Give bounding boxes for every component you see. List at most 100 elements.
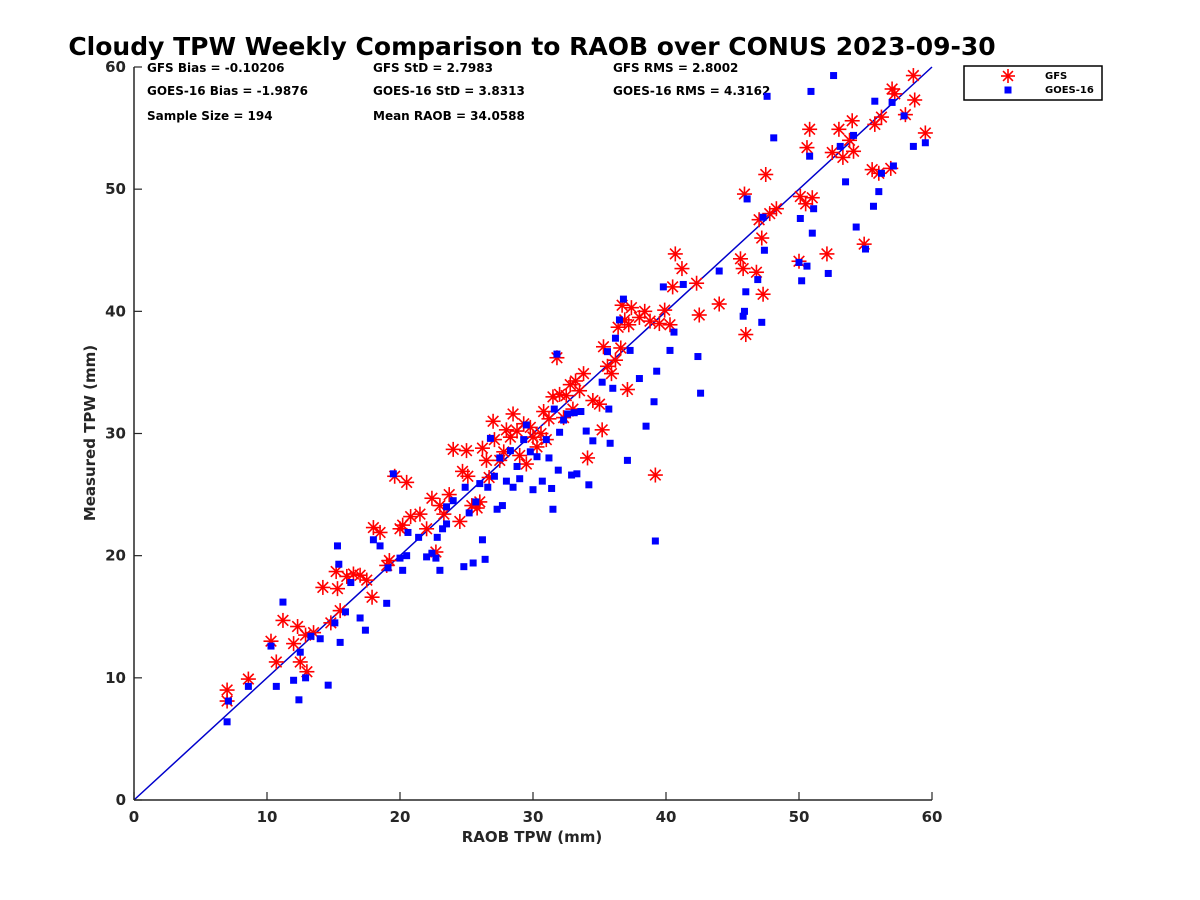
goes16-point <box>423 553 431 561</box>
goes16-point <box>279 598 287 606</box>
y-ticks: 0 10 20 30 40 50 60 <box>105 58 142 809</box>
gfs-point <box>286 636 302 652</box>
gfs-point <box>558 388 574 404</box>
goes16-point <box>336 638 344 646</box>
goes16-point <box>433 533 441 541</box>
stat-gfs-std: GFS StD = 2.7983 <box>373 61 493 75</box>
goes16-point <box>619 295 627 303</box>
goes16-point <box>653 367 661 375</box>
y-axis-label: Measured TPW (mm) <box>81 345 99 521</box>
goes16-point <box>603 348 611 356</box>
goes16-point <box>244 682 252 690</box>
goes16-point <box>807 87 815 95</box>
goes16-point <box>443 520 451 528</box>
gfs-point <box>315 579 331 595</box>
gfs-point <box>735 261 751 277</box>
goes16-point <box>460 563 468 571</box>
goes16-point <box>743 195 751 203</box>
goes16-point <box>522 421 530 429</box>
goes16-point <box>376 542 384 550</box>
goes16-point <box>476 480 484 488</box>
y-tick-label: 10 <box>105 669 126 687</box>
goes16-point <box>770 134 778 142</box>
goes16-point <box>506 447 514 455</box>
gfs-point <box>621 317 637 333</box>
goes16-point <box>577 408 585 416</box>
goes16-point <box>888 98 896 106</box>
gfs-point <box>751 212 767 228</box>
gfs-point <box>846 143 862 159</box>
goes16-point <box>900 112 908 120</box>
goes16-point <box>609 384 617 392</box>
gfs-point <box>518 456 534 472</box>
goes16-point <box>545 454 553 462</box>
gfs-point <box>359 572 375 588</box>
gfs-point <box>819 246 835 262</box>
goes16-point <box>223 718 231 726</box>
gfs-point <box>748 264 764 280</box>
goes16-point <box>439 525 447 533</box>
gfs-point <box>619 382 635 398</box>
goes16-point <box>302 674 310 682</box>
goes16-point <box>542 436 550 444</box>
goes16-point <box>295 696 303 704</box>
x-tick-label: 20 <box>390 808 411 826</box>
goes16-point <box>465 509 473 517</box>
goes16-point <box>573 470 581 478</box>
stat-gfs-bias: GFS Bias = -0.10206 <box>147 61 284 75</box>
gfs-point <box>505 406 521 422</box>
x-tick-label: 30 <box>523 808 544 826</box>
goes16-point <box>415 533 423 541</box>
goes16-point <box>739 312 747 320</box>
goes16-point <box>324 681 332 689</box>
gfs-point <box>478 452 494 468</box>
goes16-point <box>502 477 510 485</box>
goes16-point <box>516 475 524 483</box>
goes16-point <box>582 427 590 435</box>
y-tick-label: 20 <box>105 547 126 565</box>
goes16-point <box>852 223 860 231</box>
goes16-point <box>758 318 766 326</box>
gfs-point <box>607 352 623 368</box>
stat-goes16-std: GOES-16 StD = 3.8313 <box>373 84 525 98</box>
goes16-point <box>611 334 619 342</box>
gfs-point <box>758 167 774 183</box>
chart-title: Cloudy TPW Weekly Comparison to RAOB ove… <box>68 32 995 61</box>
goes16-point <box>635 375 643 383</box>
gfs-point <box>541 411 557 427</box>
gfs-point <box>831 121 847 137</box>
goes16-point <box>877 169 885 177</box>
goes16-point <box>290 676 298 684</box>
goes16-point <box>272 682 280 690</box>
goes16-point <box>553 350 561 358</box>
legend-goes16-symbol <box>1004 86 1012 94</box>
y-tick-label: 60 <box>105 58 126 76</box>
gfs-point <box>691 307 707 323</box>
y-tick-label: 50 <box>105 180 126 198</box>
goes16-point <box>399 566 407 574</box>
goes16-point <box>549 505 557 513</box>
goes16-point <box>889 162 897 170</box>
goes16-point <box>830 72 838 80</box>
goes16-point <box>335 560 343 568</box>
goes16-point <box>307 632 315 640</box>
goes16-point <box>443 503 451 511</box>
goes16-point <box>396 554 404 562</box>
goes16-point <box>356 614 364 622</box>
goes16-point <box>795 258 803 266</box>
goes16-point <box>754 276 762 284</box>
goes16-point <box>679 280 687 288</box>
goes16-point <box>605 405 613 413</box>
x-tick-label: 50 <box>789 808 810 826</box>
gfs-point <box>580 450 596 466</box>
gfs-point <box>844 113 860 129</box>
gfs-point <box>738 327 754 343</box>
gfs-point <box>651 316 667 332</box>
stat-sample-size: Sample Size = 194 <box>147 109 273 123</box>
goes16-point <box>810 205 818 213</box>
goes16-point <box>361 626 369 634</box>
goes16-point <box>666 346 674 354</box>
goes16-point <box>333 542 341 550</box>
goes16-point <box>589 437 597 445</box>
